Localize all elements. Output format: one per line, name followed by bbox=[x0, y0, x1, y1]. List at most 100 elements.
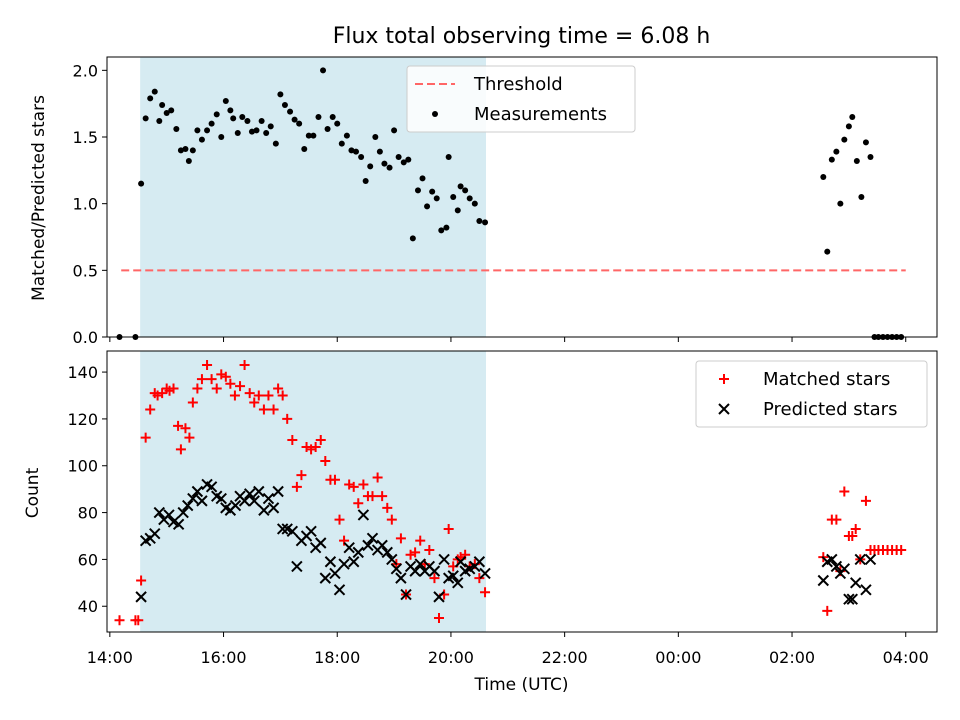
data-point bbox=[211, 383, 222, 394]
data-point bbox=[386, 514, 397, 525]
data-point bbox=[291, 116, 298, 123]
data-point bbox=[258, 118, 265, 124]
data-point bbox=[386, 164, 393, 171]
legend-label: Threshold bbox=[473, 74, 563, 95]
data-point bbox=[163, 110, 170, 116]
data-point bbox=[409, 235, 416, 242]
data-point bbox=[443, 224, 450, 231]
data-point bbox=[191, 485, 204, 498]
data-point bbox=[443, 523, 454, 534]
data-point bbox=[239, 360, 250, 371]
y-tick-label: 40 bbox=[78, 597, 98, 616]
data-point bbox=[329, 474, 340, 485]
data-point bbox=[218, 134, 225, 140]
data-point bbox=[145, 404, 156, 415]
legend-label: Predicted stars bbox=[763, 399, 897, 420]
data-point bbox=[272, 140, 279, 147]
data-point bbox=[286, 525, 299, 538]
data-point bbox=[438, 227, 445, 234]
data-point bbox=[390, 563, 403, 575]
data-point bbox=[405, 156, 412, 163]
data-point bbox=[357, 509, 370, 521]
data-point bbox=[860, 584, 872, 596]
data-point bbox=[433, 195, 440, 202]
y-tick-label: 120 bbox=[67, 410, 98, 429]
legend: Matched stars Predicted stars bbox=[695, 360, 928, 428]
data-point bbox=[142, 115, 149, 122]
data-point bbox=[196, 495, 208, 507]
data-point bbox=[194, 127, 201, 134]
data-point bbox=[296, 120, 303, 127]
x-tick-label: 18:00 bbox=[314, 648, 360, 667]
data-point bbox=[248, 495, 260, 507]
data-point bbox=[473, 556, 486, 568]
legend-box bbox=[406, 65, 636, 133]
data-point bbox=[333, 584, 346, 596]
data-point bbox=[853, 158, 860, 164]
data-point bbox=[376, 539, 388, 552]
data-point bbox=[457, 183, 464, 190]
data-point bbox=[820, 174, 827, 180]
data-point bbox=[147, 95, 154, 102]
data-point bbox=[482, 219, 489, 226]
data-point bbox=[366, 532, 379, 545]
data-point bbox=[367, 163, 374, 170]
data-point bbox=[114, 615, 125, 626]
data-point bbox=[372, 134, 379, 140]
x-tick-label: 20:00 bbox=[428, 648, 474, 667]
data-point bbox=[305, 132, 312, 139]
data-point bbox=[362, 178, 369, 184]
data-point bbox=[239, 114, 246, 120]
data-point bbox=[400, 588, 412, 601]
data-point bbox=[157, 388, 168, 399]
data-point bbox=[227, 107, 234, 114]
top-panel: 0.0 0.5 1.0 1.5 2.0 Threshold Measurements bbox=[73, 56, 938, 347]
legend-swatch bbox=[719, 374, 729, 384]
data-point bbox=[229, 390, 240, 401]
data-point bbox=[136, 575, 147, 586]
data-point bbox=[268, 404, 279, 415]
data-point bbox=[419, 175, 426, 182]
data-point bbox=[395, 533, 406, 544]
x-tick-label: 00:00 bbox=[655, 648, 701, 667]
data-point bbox=[838, 563, 851, 575]
top-y-axis-label: Matched/Predicted stars bbox=[29, 95, 49, 301]
data-point bbox=[163, 509, 175, 521]
data-point bbox=[414, 187, 421, 194]
data-point bbox=[324, 556, 337, 568]
data-point bbox=[168, 383, 179, 394]
data-point bbox=[445, 154, 452, 160]
data-point bbox=[208, 120, 215, 127]
data-point bbox=[339, 535, 350, 546]
bottom-y-axis-label: Count bbox=[23, 467, 43, 518]
data-point bbox=[434, 612, 444, 623]
data-point bbox=[135, 591, 147, 603]
data-point bbox=[267, 123, 274, 130]
data-point bbox=[138, 180, 145, 187]
data-point bbox=[395, 572, 407, 584]
data-point bbox=[833, 148, 840, 155]
data-point bbox=[376, 148, 383, 155]
y-tick-label: 60 bbox=[78, 550, 98, 569]
data-point bbox=[196, 374, 207, 385]
data-point bbox=[305, 525, 317, 538]
data-point bbox=[263, 130, 270, 136]
data-point bbox=[843, 593, 855, 605]
data-point bbox=[353, 148, 359, 155]
data-point bbox=[319, 572, 332, 584]
data-point bbox=[476, 218, 483, 224]
data-point bbox=[225, 378, 236, 389]
data-point bbox=[454, 207, 461, 214]
data-point bbox=[185, 158, 192, 164]
data-point bbox=[854, 553, 866, 566]
data-point bbox=[462, 187, 469, 194]
data-point bbox=[272, 485, 284, 498]
data-point bbox=[352, 546, 364, 559]
data-point bbox=[189, 147, 196, 154]
data-point bbox=[841, 136, 848, 143]
chart-title: Flux total observing time = 6.08 h bbox=[333, 24, 711, 49]
data-point bbox=[243, 488, 256, 500]
data-point bbox=[204, 127, 211, 134]
data-point bbox=[320, 67, 327, 74]
data-point bbox=[391, 127, 398, 134]
